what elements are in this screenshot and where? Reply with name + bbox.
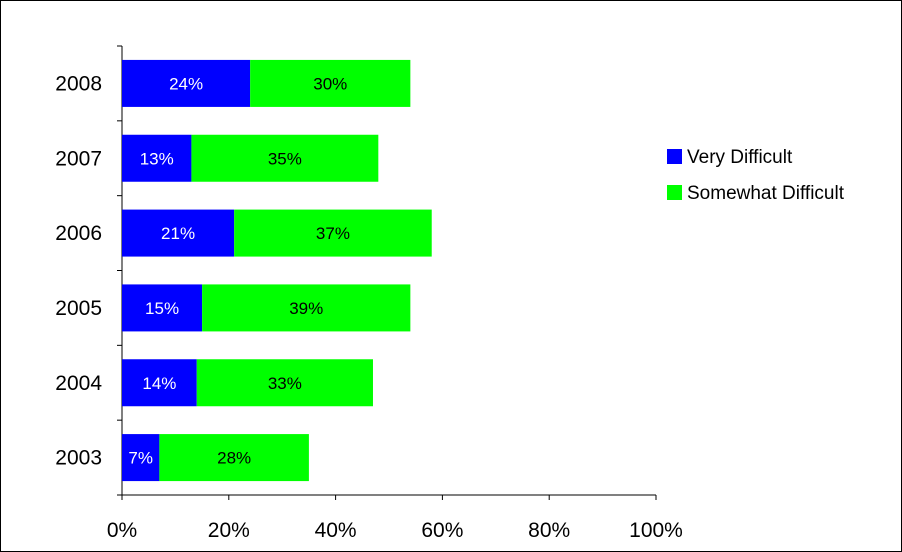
data-label: 30% [313,74,347,93]
data-label: 14% [142,374,176,393]
x-tick-label: 60% [421,519,463,542]
bar-somewhat-difficult [159,434,309,482]
x-tick-label: 20% [208,519,250,542]
data-label: 28% [217,449,251,468]
x-tick-label: 100% [629,519,683,542]
axes [117,45,657,500]
legend: Very Difficult Somewhat Difficult [667,147,845,204]
y-tick-label: 2007 [55,147,102,170]
bar-somewhat-difficult [234,209,432,257]
x-tick-label: 0% [107,519,137,542]
bar-very-difficult [122,134,192,182]
bar-somewhat-difficult [191,134,379,182]
bar-very-difficult [122,284,203,332]
data-label: 7% [128,449,153,468]
legend-swatch [667,149,682,164]
data-label: 33% [268,374,302,393]
x-tick-label: 40% [315,519,357,542]
bars [122,59,432,482]
data-label: 35% [268,149,302,168]
y-tick-label: 2005 [55,297,102,320]
bar-very-difficult [122,209,235,257]
x-tick-label: 80% [528,519,570,542]
data-label: 15% [145,299,179,318]
data-label: 37% [316,224,350,243]
y-tick-label: 2006 [55,222,102,245]
legend-label: Very Difficult [687,147,793,168]
data-label: 24% [169,74,203,93]
data-label: 21% [161,224,195,243]
y-tick-label: 2004 [55,372,102,395]
bar-very-difficult [122,359,197,407]
bar-somewhat-difficult [196,359,373,407]
bar-somewhat-difficult [250,59,411,107]
legend-swatch [667,185,682,200]
data-labels: 7% 28% 14% 33% 15% 39% 21% 37% 13% 35% 24% 30% [128,74,350,467]
y-tick-label: 2008 [55,72,102,95]
data-label: 39% [289,299,323,318]
bar-somewhat-difficult [202,284,411,332]
tick-labels: 0% 20% 40% 60% 80% 100% 2003 2004 2005 2006 2007 20… [55,72,683,542]
data-label: 13% [140,149,174,168]
y-tick-label: 2003 [55,447,102,470]
bar-very-difficult [122,434,160,482]
bar-very-difficult [122,59,251,107]
legend-label: Somewhat Difficult [687,183,845,204]
